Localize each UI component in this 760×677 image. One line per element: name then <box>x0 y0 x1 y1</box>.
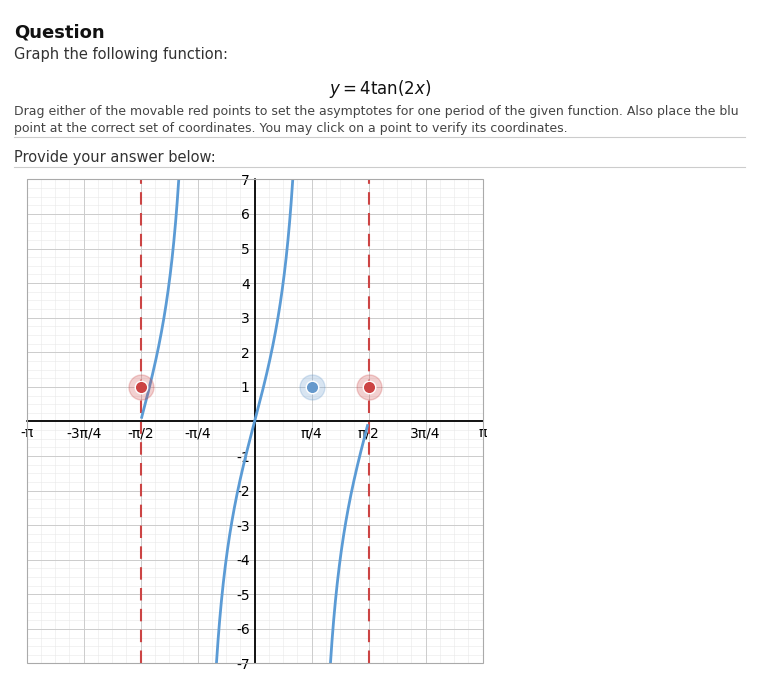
Text: Provide your answer below:: Provide your answer below: <box>14 150 215 165</box>
Text: point at the correct set of coordinates. You may click on a point to verify its : point at the correct set of coordinates.… <box>14 122 567 135</box>
Text: $y = 4\tan(2x)$: $y = 4\tan(2x)$ <box>329 78 431 100</box>
Text: Question: Question <box>14 24 104 42</box>
Text: Drag either of the movable red points to set the asymptotes for one period of th: Drag either of the movable red points to… <box>14 105 738 118</box>
Text: Graph the following function:: Graph the following function: <box>14 47 228 62</box>
